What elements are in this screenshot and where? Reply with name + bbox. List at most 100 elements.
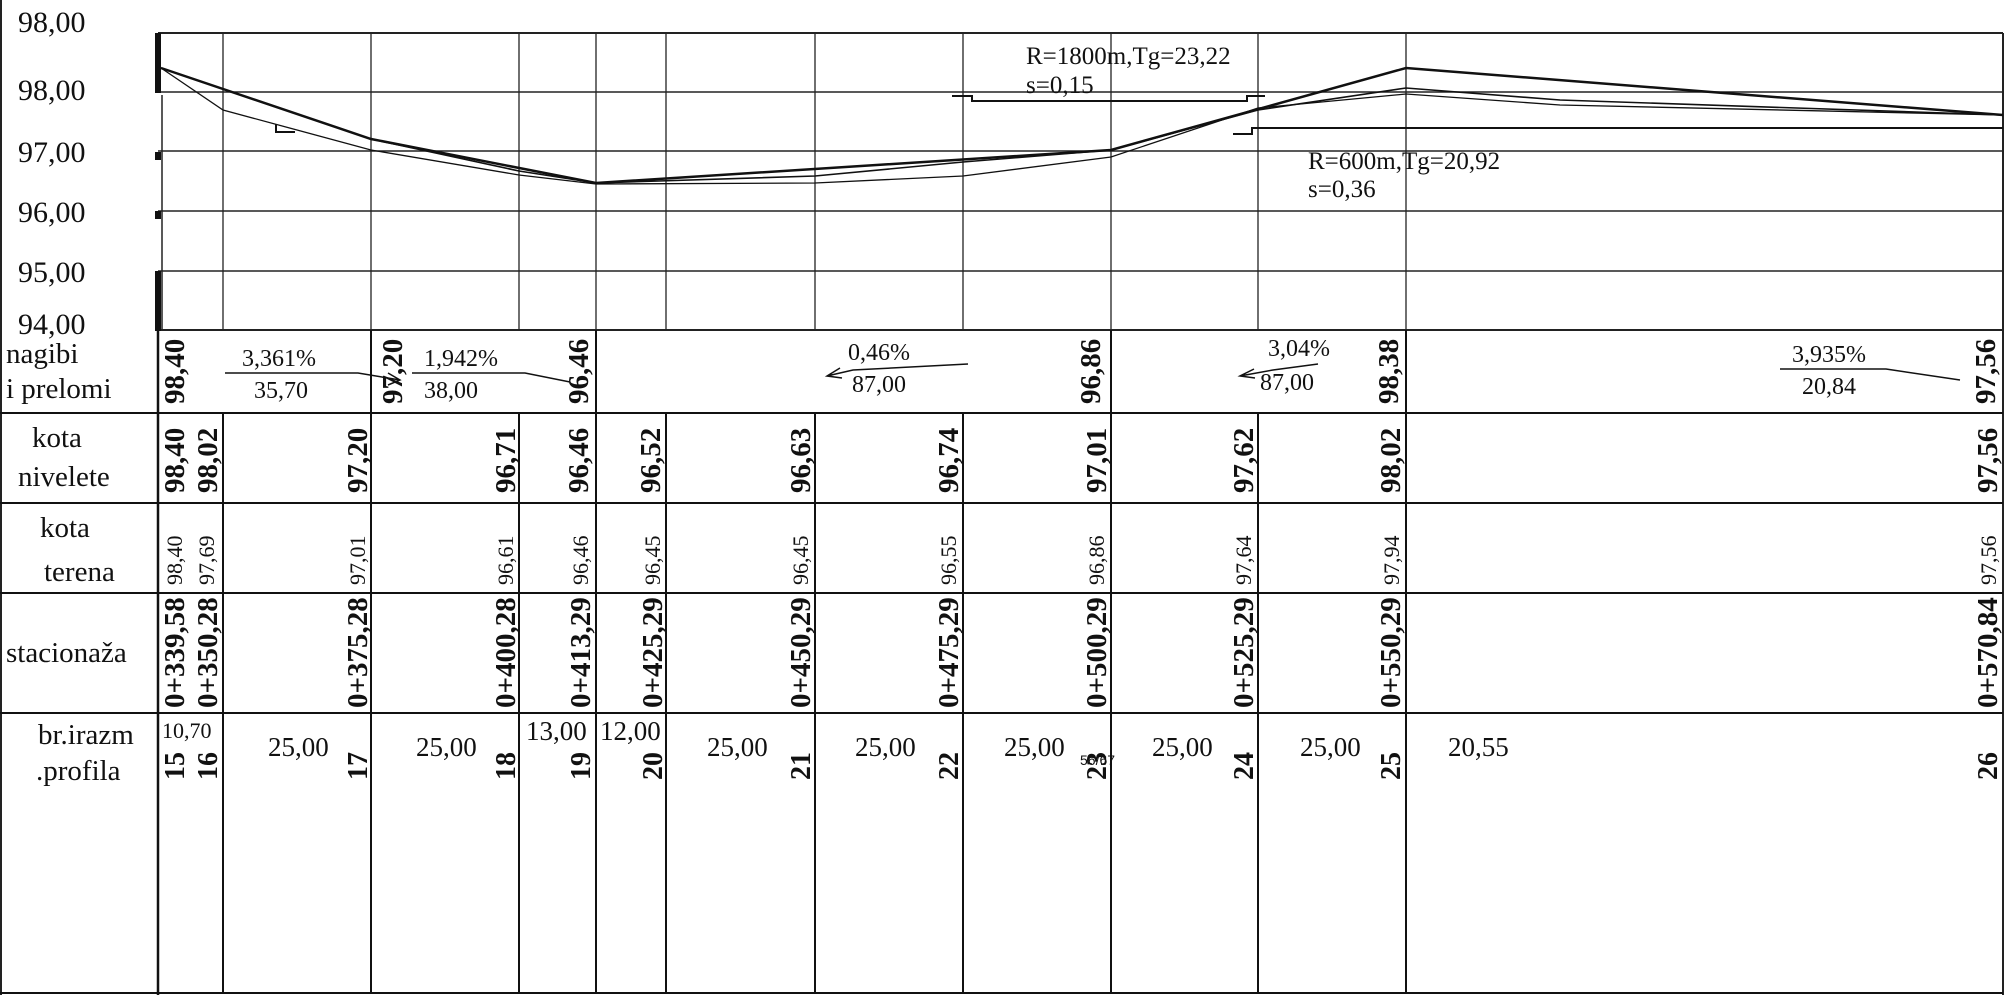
elevation-axis: 98,00 98,00 97,00 96,00 95,00 94,00 — [18, 6, 86, 341]
distance: 10,70 — [162, 718, 212, 743]
grade-elevation: 97,20 — [342, 428, 374, 493]
slope-arrow — [225, 372, 402, 386]
distance: 20,55 — [1448, 732, 1509, 762]
terrain-elevation: 96,55 — [936, 536, 961, 586]
row-label-kota-nivelete-2: nivelete — [18, 461, 110, 493]
slope-arrow — [824, 363, 969, 379]
row-label-kota-nivelete-1: kota — [32, 422, 82, 454]
row-label-profila-2: .profila — [36, 755, 121, 787]
profile-number: 20 — [638, 752, 669, 780]
curve-2-s: s=0,36 — [1308, 176, 1376, 203]
curve-1-radius: R=1800m,Tg=23,22 — [1026, 43, 1231, 70]
distance: 25,00 — [707, 732, 768, 762]
slope-length: 20,84 — [1802, 374, 1856, 400]
grade-elevation: 96,46 — [563, 428, 595, 493]
profile-number: 22 — [934, 752, 965, 780]
table-grid — [0, 330, 2003, 995]
row-label-kota-terena-1: kota — [40, 512, 90, 544]
row-label-nagibi-2: i prelomi — [6, 373, 112, 405]
terrain-elevation: 97,94 — [1379, 536, 1404, 586]
profile-number: 21 — [786, 752, 817, 780]
profile-number: 18 — [491, 752, 522, 780]
terrain-elevation: 96,86 — [1084, 536, 1109, 586]
axis-tick-label: 97,00 — [18, 136, 86, 169]
slope-grade: 1,942% — [424, 346, 498, 372]
grade-elevations: 98,40 98,02 97,20 96,71 96,46 96,52 96,6… — [159, 428, 2004, 493]
grade-elevation: 96,63 — [785, 428, 817, 493]
station: 0+475,29 — [933, 597, 965, 708]
grade-elevation: 97,01 — [1081, 428, 1113, 493]
profile-number: 23 — [1082, 752, 1113, 780]
row-label-stacionaza: stacionaža — [6, 637, 127, 669]
terrain-elevation: 97,56 — [1976, 536, 2001, 586]
distance: 25,00 — [855, 732, 916, 762]
station: 0+570,84 — [1972, 597, 2004, 708]
distance: 25,00 — [1152, 732, 1213, 762]
profile-number: 26 — [1973, 752, 2004, 780]
terrain-elevation: 96,45 — [788, 536, 813, 586]
slope-arrow — [1780, 368, 1961, 381]
distance: 13,00 — [526, 716, 587, 746]
break-elevation: 97,20 — [377, 339, 409, 404]
row-label-nagibi-1: nagibi — [6, 338, 79, 370]
row-label-kota-terena-2: terena — [44, 556, 115, 588]
station: 0+339,58 — [159, 597, 191, 708]
station: 0+425,29 — [637, 597, 669, 708]
slope-length: 87,00 — [852, 372, 906, 398]
terrain-elevation: 97,69 — [194, 536, 219, 586]
grade-line-curves — [160, 67, 2004, 184]
break-elevation: 96,86 — [1075, 339, 1107, 404]
vertical-curve-3-marker — [1233, 127, 2003, 135]
terrain-elevation: 97,01 — [345, 536, 370, 586]
station: 0+500,29 — [1081, 597, 1113, 708]
row-label-profila-1: br.irazm — [38, 719, 134, 751]
break-elevation: 98,38 — [1373, 339, 1405, 404]
station: 0+550,29 — [1375, 597, 1407, 708]
break-elevation: 98,40 — [159, 339, 191, 404]
break-elevations: 98,40 97,20 96,46 96,86 98,38 97,56 — [159, 339, 2002, 404]
profile-lines — [160, 66, 2004, 185]
slope-grade: 3,935% — [1792, 342, 1866, 368]
slope-length: 87,00 — [1260, 370, 1314, 396]
slope-length: 35,70 — [254, 378, 308, 404]
grade-elevation: 96,74 — [933, 428, 965, 493]
break-elevation: 96,46 — [563, 339, 595, 404]
grade-elevation: 98,02 — [1375, 428, 1407, 493]
curve-1-s: s=0,15 — [1026, 72, 1094, 99]
terrain-elevation: 98,40 — [162, 536, 187, 586]
axis-tick-label: 94,00 — [18, 308, 86, 341]
distance: 25,00 — [1300, 732, 1361, 762]
grade-elevation: 97,62 — [1228, 428, 1260, 493]
terrain-elevations: 98,40 97,69 97,01 96,61 96,46 96,45 96,4… — [162, 536, 2001, 586]
profile-number: 17 — [343, 752, 374, 780]
axis-tick-label: 98,00 — [18, 74, 86, 107]
profile-distances: 10,70 25,00 25,00 13,00 12,00 25,00 25,0… — [162, 716, 1509, 762]
distance: 25,00 — [268, 732, 329, 762]
terrain-elevation: 96,46 — [568, 536, 593, 586]
curve-2-radius: R=600m,Tg=20,92 — [1308, 148, 1500, 175]
axis-tick-label: 95,00 — [18, 256, 86, 289]
row-labels: nagibi i prelomi kota nivelete kota tere… — [6, 338, 134, 787]
station: 0+413,29 — [565, 597, 597, 708]
slope-arrow — [1237, 363, 1319, 379]
terrain-elevation: 97,64 — [1231, 536, 1256, 586]
slope-grade: 3,04% — [1268, 336, 1330, 362]
slope-grade: 0,46% — [848, 340, 910, 366]
slope-length: 38,00 — [424, 378, 478, 404]
grade-elevation: 97,56 — [1972, 428, 2004, 493]
station: 0+525,29 — [1228, 597, 1260, 708]
slope-grade: 3,361% — [242, 346, 316, 372]
grade-elevation: 96,52 — [635, 428, 667, 493]
profile-numbers: 15 16 17 18 19 20 21 22 23 24 25 26 — [160, 752, 2004, 780]
station: 0+375,28 — [342, 597, 374, 708]
grade-elevation: 96,71 — [490, 428, 522, 493]
axis-tick-label: 98,00 — [18, 6, 86, 39]
slopes: 3,361% 35,70 1,942% 38,00 0,46% 87,00 3,… — [225, 336, 1961, 404]
distance: 25,00 — [1004, 732, 1065, 762]
terrain-line — [160, 67, 2004, 185]
station: 0+450,29 — [785, 597, 817, 708]
stations: 0+339,58 0+350,28 0+375,28 0+400,28 0+41… — [159, 597, 2004, 708]
vertical-curve-1-marker — [275, 124, 295, 133]
